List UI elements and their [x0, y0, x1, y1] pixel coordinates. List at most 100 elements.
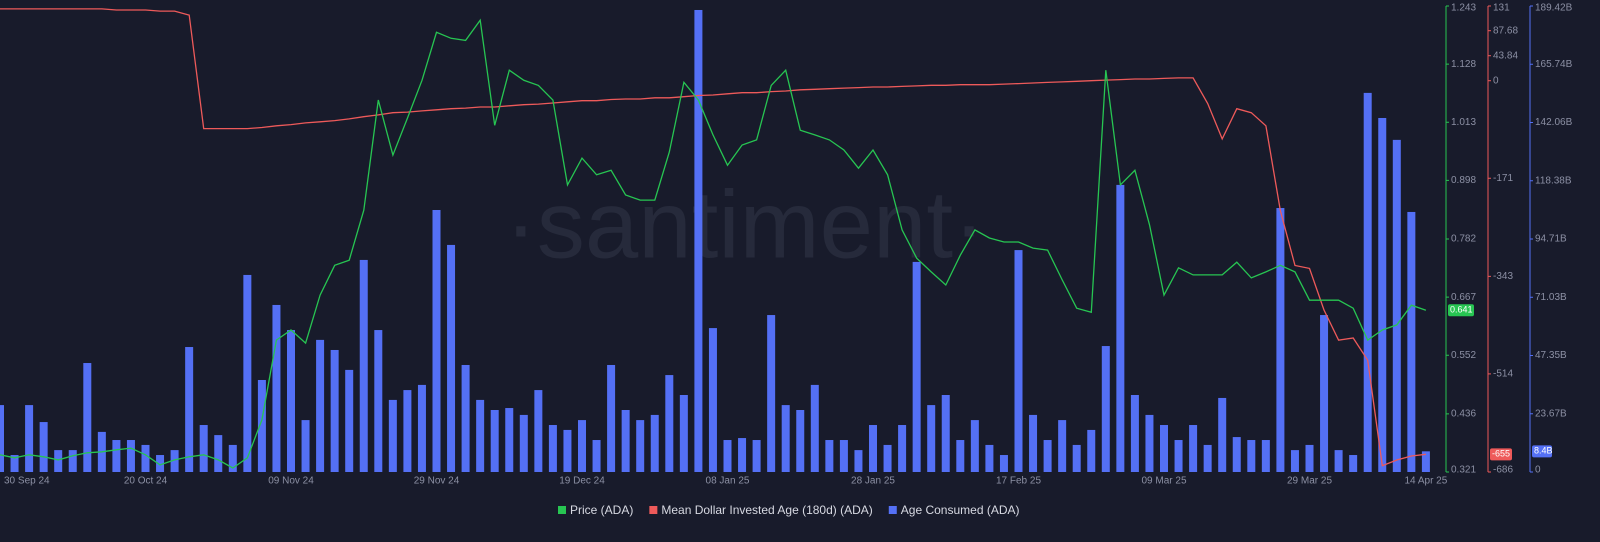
bar	[417, 384, 426, 472]
y-tick-label: -171	[1493, 173, 1513, 184]
bar	[185, 347, 194, 472]
y-tick-label: -343	[1493, 271, 1513, 282]
x-tick-label: 09 Nov 24	[268, 476, 314, 487]
bar	[738, 438, 747, 472]
bar	[490, 410, 499, 472]
bar	[810, 384, 819, 472]
y-tick-label: 131	[1493, 3, 1510, 14]
value-badge	[1532, 445, 1552, 458]
bar	[68, 450, 77, 472]
y-tick-label: 1.128	[1451, 59, 1476, 70]
y-tick-label: 23.67B	[1535, 408, 1567, 419]
bar	[301, 420, 310, 472]
bar	[214, 435, 223, 472]
bar	[141, 444, 150, 472]
bar	[54, 450, 63, 472]
legend-swatch	[558, 506, 566, 514]
bar	[854, 450, 863, 472]
bar	[563, 429, 572, 472]
y-tick-label: 189.42B	[1535, 3, 1573, 14]
bar	[257, 379, 266, 472]
bar	[1320, 315, 1329, 472]
legend-label: Mean Dollar Invested Age (180d) (ADA)	[661, 503, 872, 517]
bar	[461, 364, 470, 472]
bar	[956, 440, 965, 472]
y-tick-label: 1.013	[1451, 117, 1476, 128]
bar	[39, 422, 48, 472]
y-tick-label: 1.243	[1451, 3, 1476, 14]
y-tick-label: -514	[1493, 369, 1513, 380]
bar	[839, 440, 848, 472]
bar	[1407, 211, 1416, 472]
bar	[679, 394, 688, 472]
bar	[1145, 414, 1154, 472]
bar	[1421, 451, 1430, 472]
bar	[869, 425, 877, 472]
bar	[519, 414, 528, 472]
bar	[243, 274, 252, 472]
y-tick-label: -686	[1493, 465, 1513, 476]
bar	[505, 408, 514, 472]
bar	[359, 259, 368, 472]
x-tick-label: 29 Nov 24	[414, 476, 460, 487]
y-tick-label: 165.74B	[1535, 59, 1573, 70]
line	[0, 18, 1427, 469]
bar	[330, 349, 339, 472]
bar	[10, 455, 19, 472]
x-tick-label: 08 Jan 25	[706, 476, 750, 487]
bar	[112, 440, 121, 472]
bar	[1349, 455, 1358, 472]
bar	[927, 405, 936, 472]
bar	[636, 420, 645, 472]
value-badge-label: 0.641	[1450, 305, 1473, 315]
bar	[1101, 346, 1110, 472]
bar	[1378, 117, 1387, 472]
legend-label: Age Consumed (ADA)	[901, 503, 1020, 517]
bar	[1392, 139, 1401, 472]
bar	[665, 375, 674, 472]
bar	[650, 414, 659, 472]
y-tick-label: 118.38B	[1535, 175, 1572, 186]
bar	[287, 330, 295, 472]
bar	[883, 444, 892, 472]
bar	[156, 455, 165, 472]
bar	[1261, 440, 1270, 472]
y-tick-label: 71.03B	[1535, 292, 1567, 303]
bar	[781, 405, 790, 472]
bar	[592, 440, 601, 472]
bar	[316, 339, 325, 472]
bar	[1305, 444, 1314, 472]
x-tick-label: 29 Mar 25	[1287, 476, 1332, 487]
bar	[1218, 397, 1227, 472]
bar	[1014, 250, 1023, 472]
bar	[1116, 184, 1125, 472]
bar	[476, 399, 485, 472]
bar	[912, 261, 921, 472]
y-tick-label: 0	[1535, 465, 1541, 476]
value-badge-label: -655	[1492, 449, 1510, 459]
bar	[621, 410, 630, 472]
bar	[1130, 394, 1139, 472]
bar	[1232, 437, 1241, 472]
y-tick-label: 0.552	[1451, 350, 1476, 361]
y-tick-label: 142.06B	[1535, 117, 1573, 128]
bar	[825, 440, 834, 472]
bar	[548, 425, 557, 472]
y-tick-label: 0.436	[1451, 409, 1476, 420]
legend-swatch	[649, 506, 658, 514]
bar	[796, 410, 805, 472]
bar	[1363, 92, 1372, 472]
bar	[345, 369, 354, 472]
bar	[985, 444, 994, 472]
bar	[1290, 450, 1299, 472]
value-badge-label: 8.4B	[1534, 446, 1553, 456]
line	[0, 8, 1426, 467]
bar	[374, 330, 383, 472]
y-tick-label: 0.667	[1451, 292, 1476, 303]
y-tick-label: 94.71B	[1535, 234, 1567, 245]
y-tick-label: 0.321	[1451, 465, 1476, 476]
value-badge	[1448, 304, 1474, 317]
bar	[723, 440, 732, 472]
bar	[607, 364, 616, 472]
